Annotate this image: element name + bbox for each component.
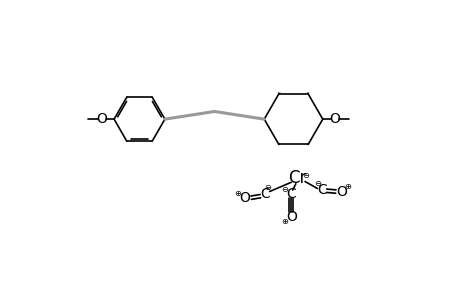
Text: ⊖: ⊖ (264, 183, 271, 192)
Text: ⊕: ⊕ (234, 189, 241, 198)
Text: C: C (260, 187, 269, 201)
Text: ··: ·· (305, 89, 310, 98)
Text: ··: ·· (276, 140, 281, 149)
Text: O: O (285, 210, 296, 224)
Text: ⊕: ⊕ (344, 182, 351, 191)
Text: ⊖: ⊖ (314, 179, 321, 188)
Text: C: C (285, 187, 296, 201)
Text: O: O (329, 112, 340, 126)
Text: ··: ·· (276, 89, 281, 98)
Text: Cr: Cr (287, 169, 306, 188)
Text: O: O (336, 184, 347, 199)
Text: ··: ·· (305, 140, 310, 149)
Text: C: C (316, 183, 326, 197)
Text: ⊕: ⊕ (280, 217, 287, 226)
Text: O: O (96, 112, 107, 126)
Text: O: O (239, 191, 250, 206)
Text: ⊖: ⊖ (302, 171, 308, 180)
Text: ⊖: ⊖ (281, 185, 288, 194)
